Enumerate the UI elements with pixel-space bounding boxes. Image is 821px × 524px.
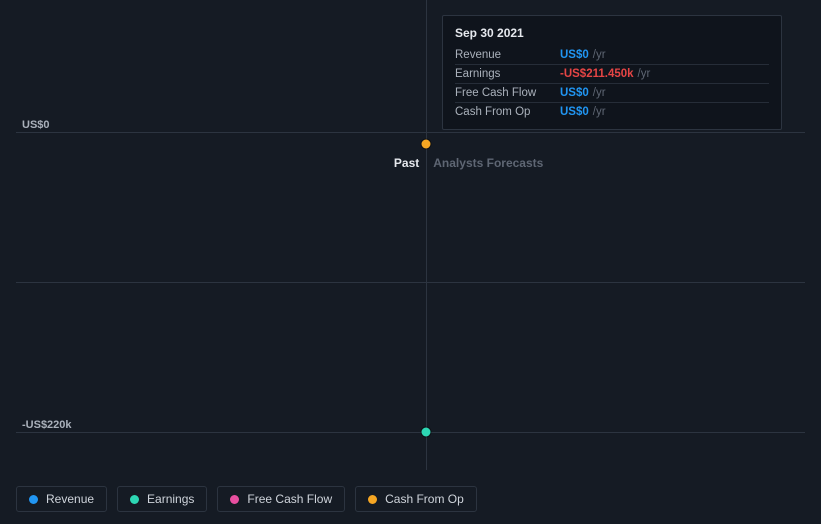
tooltip-row-unit: /yr — [593, 106, 606, 118]
tooltip-row-label: Free Cash Flow — [455, 87, 560, 99]
y-axis-label-bottom: -US$220k — [22, 419, 72, 431]
legend-item-earnings[interactable]: Earnings — [117, 486, 207, 512]
legend-swatch-icon — [368, 495, 377, 504]
tooltip-row-label: Revenue — [455, 49, 560, 61]
legend-item-free-cash-flow[interactable]: Free Cash Flow — [217, 486, 345, 512]
legend-swatch-icon — [29, 495, 38, 504]
tooltip-row-value: US$0 — [560, 87, 589, 99]
y-axis-label-top: US$0 — [22, 119, 50, 131]
region-label-past: Past — [394, 156, 419, 170]
tooltip-row-unit: /yr — [638, 68, 651, 80]
tooltip-row-label: Cash From Op — [455, 106, 560, 118]
earnings-marker — [422, 428, 431, 437]
gridline-mid — [16, 282, 805, 283]
legend-item-label: Free Cash Flow — [247, 492, 332, 506]
tooltip-row: RevenueUS$0/yr — [455, 46, 769, 65]
chart-legend: Revenue Earnings Free Cash Flow Cash From O… — [16, 486, 477, 512]
tooltip-row-unit: /yr — [593, 87, 606, 99]
legend-item-label: Earnings — [147, 492, 194, 506]
legend-item-cash-from-op[interactable]: Cash From Op — [355, 486, 477, 512]
tooltip-row: Free Cash FlowUS$0/yr — [455, 84, 769, 103]
tooltip-date: Sep 30 2021 — [455, 26, 769, 40]
legend-swatch-icon — [130, 495, 139, 504]
cash-from-op-marker — [422, 139, 431, 148]
tooltip-row-label: Earnings — [455, 68, 560, 80]
tooltip-row-value: US$0 — [560, 49, 589, 61]
legend-item-revenue[interactable]: Revenue — [16, 486, 107, 512]
tooltip-row-value: -US$211.450k — [560, 68, 634, 80]
legend-item-label: Revenue — [46, 492, 94, 506]
tooltip-row: Cash From OpUS$0/yr — [455, 103, 769, 121]
tooltip-row-unit: /yr — [593, 49, 606, 61]
tooltip-row-value: US$0 — [560, 106, 589, 118]
earnings-forecast-chart: US$0 -US$220k Past Analysts Forecasts Se… — [16, 0, 805, 470]
region-label-forecast: Analysts Forecasts — [433, 156, 543, 170]
legend-item-label: Cash From Op — [385, 492, 464, 506]
gridline-top — [16, 132, 805, 133]
past-forecast-divider — [426, 0, 427, 470]
legend-swatch-icon — [230, 495, 239, 504]
tooltip-row: Earnings-US$211.450k/yr — [455, 65, 769, 84]
chart-tooltip: Sep 30 2021 RevenueUS$0/yrEarnings-US$21… — [442, 15, 782, 130]
gridline-bottom — [16, 432, 805, 433]
